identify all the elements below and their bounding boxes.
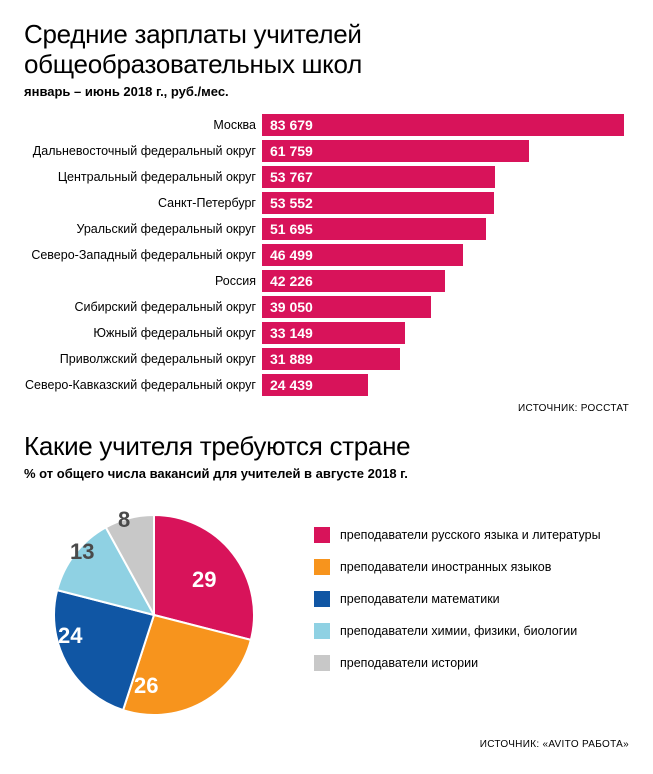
bar-value: 31 889 [270,351,313,367]
bar-row: Центральный федеральный округ 53 767 [24,165,629,189]
bar-row: Уральский федеральный округ 51 695 [24,217,629,241]
legend-swatch [314,527,330,543]
bar: 53 552 [262,192,494,214]
legend-item: преподаватели истории [314,655,601,671]
bar-label: Санкт-Петербург [24,196,262,210]
legend-item: преподаватели химии, физики, биологии [314,623,601,639]
legend-label: преподаватели истории [340,656,478,670]
pie-chart-source: ИСТОЧНИК: «AVITO РАБОТА» [24,739,629,750]
bar-value: 61 759 [270,143,313,159]
bar: 33 149 [262,322,405,344]
bar-label: Россия [24,274,262,288]
legend-label: преподаватели математики [340,592,500,606]
bar-value: 33 149 [270,325,313,341]
bar-row: Россия 42 226 [24,269,629,293]
legend-swatch [314,559,330,575]
bar-value: 24 439 [270,377,313,393]
bar-chart-subtitle: январь – июнь 2018 г., руб./мес. [24,84,629,99]
bar-chart: Москва 83 679 Дальневосточный федеральный … [24,113,629,397]
legend-item: преподаватели иностранных языков [314,559,601,575]
pie-legend: преподаватели русского языка и литератур… [284,495,601,687]
bar-label: Уральский федеральный округ [24,222,262,236]
bar-value: 39 050 [270,299,313,315]
bar-value: 46 499 [270,247,313,263]
bar-value: 83 679 [270,117,313,133]
bar-row: Южный федеральный округ 33 149 [24,321,629,345]
bar-value: 53 552 [270,195,313,211]
bar-row: Дальневосточный федеральный округ 61 759 [24,139,629,163]
bar: 24 439 [262,374,368,396]
legend-swatch [314,591,330,607]
legend-label: преподаватели химии, физики, биологии [340,624,577,638]
bar-value: 42 226 [270,273,313,289]
bar-label: Северо-Западный федеральный округ [24,248,262,262]
bar-row: Санкт-Петербург 53 552 [24,191,629,215]
bar-row: Приволжский федеральный округ 31 889 [24,347,629,371]
bar-chart-title: Средние зарплаты учителей общеобразовате… [24,20,629,80]
bar-row: Северо-Кавказский федеральный округ 24 43… [24,373,629,397]
bar: 51 695 [262,218,486,240]
bar: 61 759 [262,140,529,162]
legend-item: преподаватели русского языка и литератур… [314,527,601,543]
bar-row: Северо-Западный федеральный округ 46 499 [24,243,629,267]
bar-label: Приволжский федеральный округ [24,352,262,366]
pie-chart-title: Какие учителя требуются стране [24,432,629,462]
bar-row: Москва 83 679 [24,113,629,137]
bar-label: Северо-Кавказский федеральный округ [24,378,262,392]
pie-slice-value: 24 [58,623,82,649]
bar-label: Южный федеральный округ [24,326,262,340]
bar: 31 889 [262,348,400,370]
bar: 83 679 [262,114,624,136]
legend-label: преподаватели иностранных языков [340,560,551,574]
bar: 46 499 [262,244,463,266]
bar-value: 51 695 [270,221,313,237]
legend-label: преподаватели русского языка и литератур… [340,528,601,542]
pie-slice-value: 13 [70,539,94,565]
bar-row: Сибирский федеральный округ 39 050 [24,295,629,319]
bar: 42 226 [262,270,445,292]
pie-chart-subtitle: % от общего числа вакансий для учителей … [24,466,629,481]
bar-value: 53 767 [270,169,313,185]
pie-slice-value: 29 [192,567,216,593]
pie-slice-value: 8 [118,507,130,533]
legend-swatch [314,623,330,639]
legend-item: преподаватели математики [314,591,601,607]
bar-label: Москва [24,118,262,132]
bar-label: Центральный федеральный округ [24,170,262,184]
bar-label: Дальневосточный федеральный округ [24,144,262,158]
pie-chart: 29 26 24 13 8 [24,495,284,735]
bar: 39 050 [262,296,431,318]
legend-swatch [314,655,330,671]
pie-slice-value: 26 [134,673,158,699]
bar: 53 767 [262,166,495,188]
bar-label: Сибирский федеральный округ [24,300,262,314]
bar-chart-source: ИСТОЧНИК: РОССТАТ [24,403,629,414]
